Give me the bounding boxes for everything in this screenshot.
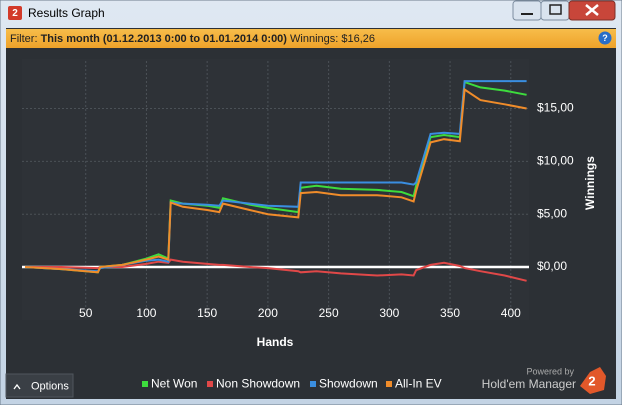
legend-swatch — [310, 381, 316, 387]
plot-area — [22, 59, 529, 320]
legend-label: Net Won — [151, 377, 197, 391]
plot: 50 100 150 200 250 300 350 400 $0,00 $5,00 $10,00 $… — [22, 59, 574, 320]
brand: Hold'em Manager — [482, 377, 576, 391]
help-button[interactable] — [598, 31, 612, 45]
legend-swatch — [142, 381, 148, 387]
x-tick-label: 250 — [319, 306, 339, 320]
maximize-glyph — [549, 4, 562, 15]
x-axis-label: Hands — [257, 335, 294, 349]
y-tick-label: $5,00 — [537, 206, 567, 220]
y-axis-label: Winnings — [583, 156, 597, 210]
legend-label: Non Showdown — [216, 377, 300, 391]
x-tick-label: 150 — [197, 306, 217, 320]
filter-bar-text: Filter: This month (01.12.2013 0:00 to 0… — [10, 33, 375, 45]
y-tick-label: $10,00 — [537, 154, 574, 168]
app-icon — [8, 6, 22, 20]
brand-logo — [580, 367, 606, 394]
x-tick-label: 350 — [440, 306, 460, 320]
x-tick-label: 300 — [379, 306, 399, 320]
options-button[interactable] — [5, 373, 74, 398]
filter-label: Filter: — [10, 33, 38, 45]
y-tick-label: $15,00 — [537, 101, 574, 115]
x-tick-label: 100 — [136, 306, 156, 320]
minimize-button[interactable] — [512, 0, 542, 21]
legend-swatch — [207, 381, 213, 387]
powered-by: Powered by — [526, 366, 574, 376]
legend-label: Showdown — [319, 377, 378, 391]
x-tick-label: 200 — [258, 306, 278, 320]
options-text: Options — [31, 380, 69, 392]
options-caret — [13, 383, 21, 390]
legend-label: All-In EV — [395, 377, 442, 391]
close-glyph — [585, 4, 599, 16]
x-tick-label: 50 — [79, 306, 93, 320]
series-line — [24, 87, 527, 274]
x-tick-label: 400 — [501, 306, 521, 320]
legend: Net Won Non Showdown Showdown All-In EV — [142, 377, 442, 391]
legend-swatch — [386, 381, 392, 387]
maximize-button[interactable] — [540, 0, 570, 21]
y-tick-label: $0,00 — [537, 259, 567, 273]
filter-winnings: Winnings: $16,26 — [290, 33, 375, 45]
help-text: ? — [602, 33, 608, 43]
brand-logo-text: 2 — [588, 373, 595, 388]
app-icon-text: 2 — [12, 8, 18, 19]
filter-bar — [6, 29, 616, 48]
series-line — [25, 258, 527, 282]
window-title: Results Graph — [28, 6, 105, 20]
filter-period: This month (01.12.2013 0:00 to 01.01.201… — [41, 33, 288, 45]
